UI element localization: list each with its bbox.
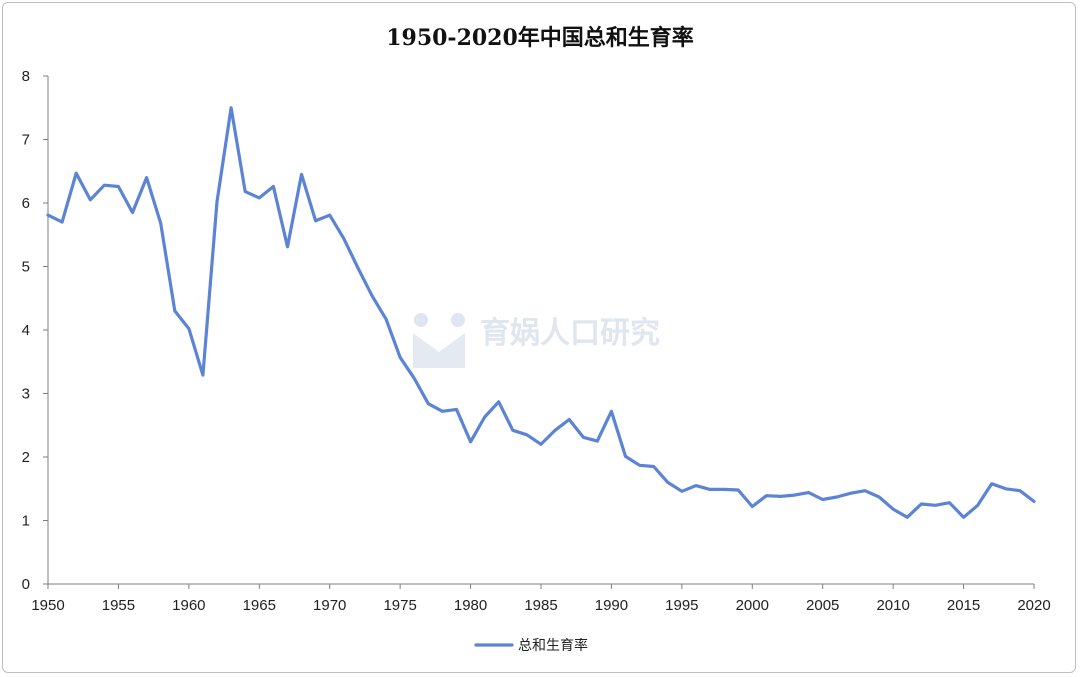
y-tick-label: 8 (22, 68, 30, 85)
y-tick-label: 1 (22, 513, 30, 530)
y-tick-label: 3 (22, 386, 30, 403)
x-tick-label: 2015 (947, 597, 980, 614)
x-tick-label: 1995 (665, 597, 698, 614)
x-tick-label: 1990 (595, 597, 628, 614)
y-tick-label: 2 (22, 449, 30, 466)
x-tick-label: 1965 (243, 597, 276, 614)
x-axis-ticks: 1950 1955 1960 1965 1970 1975 1980 1985 1990 1995… (31, 584, 1051, 614)
y-tick-label: 6 (22, 195, 30, 212)
x-tick-label: 1970 (313, 597, 346, 614)
x-tick-label: 1950 (31, 597, 64, 614)
x-tick-label: 1980 (454, 597, 487, 614)
x-tick-label: 2010 (876, 597, 909, 614)
y-axis-ticks: 0 1 2 3 4 5 6 7 8 (22, 68, 48, 593)
y-tick-label: 0 (22, 576, 30, 593)
chart-title: 1950-2020年中国总和生育率 (386, 25, 694, 51)
watermark-text: 育娲人口研究 (480, 316, 660, 351)
x-tick-label: 1955 (102, 597, 135, 614)
x-tick-label: 2020 (1017, 597, 1050, 614)
x-tick-label: 1960 (172, 597, 205, 614)
x-tick-label: 1985 (524, 597, 557, 614)
legend-label: 总和生育率 (518, 637, 588, 654)
y-tick-label: 4 (22, 322, 30, 339)
watermark-logo-icon (413, 313, 465, 368)
y-tick-label: 5 (22, 259, 30, 276)
series-layer (46, 106, 1036, 519)
watermark: 育娲人口研究 (413, 313, 660, 368)
x-tick-label: 1975 (383, 597, 416, 614)
series-line (46, 106, 1036, 519)
x-tick-label: 2000 (736, 597, 769, 614)
y-tick-label: 7 (22, 132, 30, 149)
x-tick-label: 2005 (806, 597, 839, 614)
legend: 总和生育率 (474, 637, 588, 654)
